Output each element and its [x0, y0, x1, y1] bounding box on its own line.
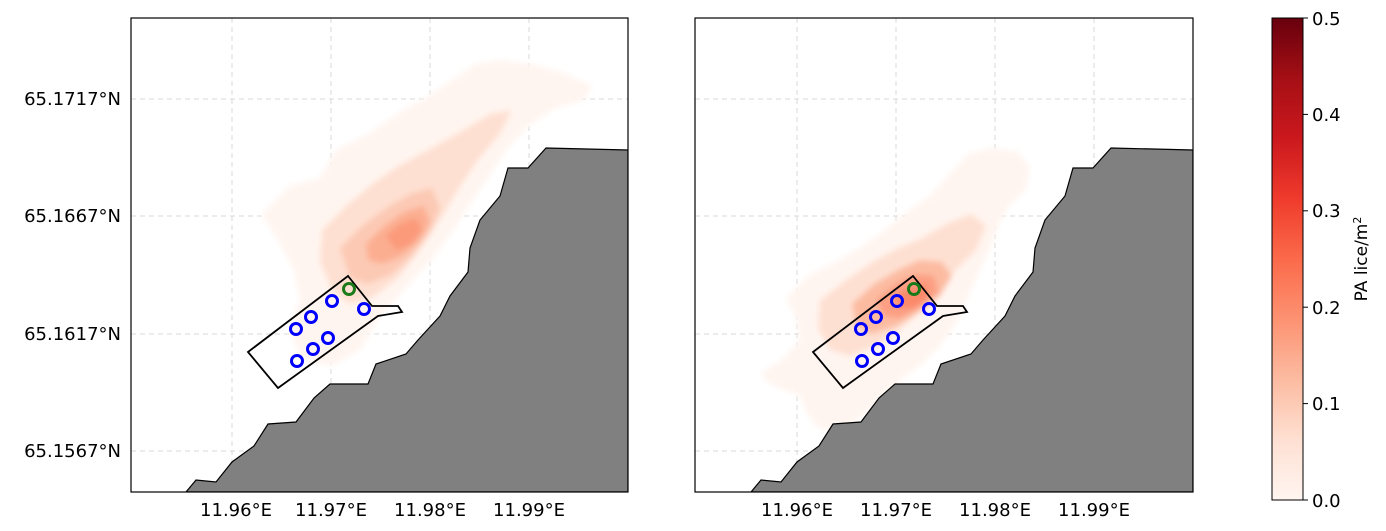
- cage-markers: [854, 294, 936, 368]
- map-panel-left: 65.1717°N 65.1667°N 65.1617°N 65.1567°N …: [24, 17, 629, 521]
- colorbar-gradient: [1271, 17, 1304, 501]
- cage-marker: [321, 331, 335, 345]
- lon-label: 11.98°E: [394, 500, 466, 521]
- cage-marker: [306, 342, 320, 356]
- cage-marker: [886, 331, 900, 345]
- lat-label: 65.1667°N: [24, 206, 121, 227]
- colorbar-tick-label: 0.2: [1312, 298, 1341, 319]
- map-panel-right: 11.96°E 11.97°E 11.98°E 11.99°E: [694, 17, 1194, 521]
- colorbar-tick-label: 0.3: [1312, 201, 1341, 222]
- lon-label: 11.99°E: [493, 500, 565, 521]
- longitude-labels: 11.96°E 11.97°E 11.98°E 11.99°E: [761, 500, 1130, 521]
- lon-label: 11.98°E: [959, 500, 1031, 521]
- colorbar-tick-label: 0.4: [1312, 105, 1341, 126]
- cage-marker: [869, 310, 883, 324]
- lat-label: 65.1567°N: [24, 441, 121, 462]
- cage-marker: [922, 302, 936, 316]
- lon-label: 11.99°E: [1058, 500, 1130, 521]
- coastline-land: [185, 147, 628, 492]
- colorbar-ticks: 0.0 0.1 0.2 0.3 0.4 0.5: [1312, 9, 1341, 512]
- coastline-land: [750, 147, 1193, 492]
- colorbar-label-superscript: 2: [1351, 217, 1364, 224]
- colorbar-label: PA lice/m2: [1351, 217, 1373, 302]
- colorbar-tick-label: 0.0: [1312, 491, 1341, 512]
- cage-marker: [871, 342, 885, 356]
- latitude-labels: 65.1717°N 65.1667°N 65.1617°N 65.1567°N: [24, 89, 121, 462]
- cage-marker: [304, 310, 318, 324]
- cage-markers: [289, 294, 371, 368]
- colorbar-tick-label: 0.1: [1312, 394, 1341, 415]
- highlighted-cage-marker: [342, 282, 356, 296]
- colorbar: 0.0 0.1 0.2 0.3 0.4 0.5 PA lice/m2: [1271, 9, 1373, 512]
- cage-marker: [357, 302, 371, 316]
- map-frame: [130, 17, 629, 493]
- colorbar-label-main: PA lice/m: [1352, 224, 1372, 302]
- cage-marker: [289, 322, 303, 336]
- lon-label: 11.96°E: [761, 500, 833, 521]
- lat-label: 65.1617°N: [24, 324, 121, 345]
- lon-label: 11.97°E: [295, 500, 367, 521]
- lon-label: 11.97°E: [860, 500, 932, 521]
- cage-marker: [325, 294, 339, 308]
- highlighted-cage-marker: [907, 282, 921, 296]
- cage-marker: [855, 354, 869, 368]
- lat-label: 65.1717°N: [24, 89, 121, 110]
- longitude-labels: 11.96°E 11.97°E 11.98°E 11.99°E: [200, 500, 565, 521]
- farm-boundary: [811, 274, 969, 390]
- cage-marker: [890, 294, 904, 308]
- colorbar-tick-label: 0.5: [1312, 9, 1341, 30]
- map-frame: [694, 17, 1194, 493]
- cage-marker: [854, 322, 868, 336]
- cage-marker: [290, 354, 304, 368]
- farm-boundary: [246, 274, 404, 390]
- lon-label: 11.96°E: [200, 500, 272, 521]
